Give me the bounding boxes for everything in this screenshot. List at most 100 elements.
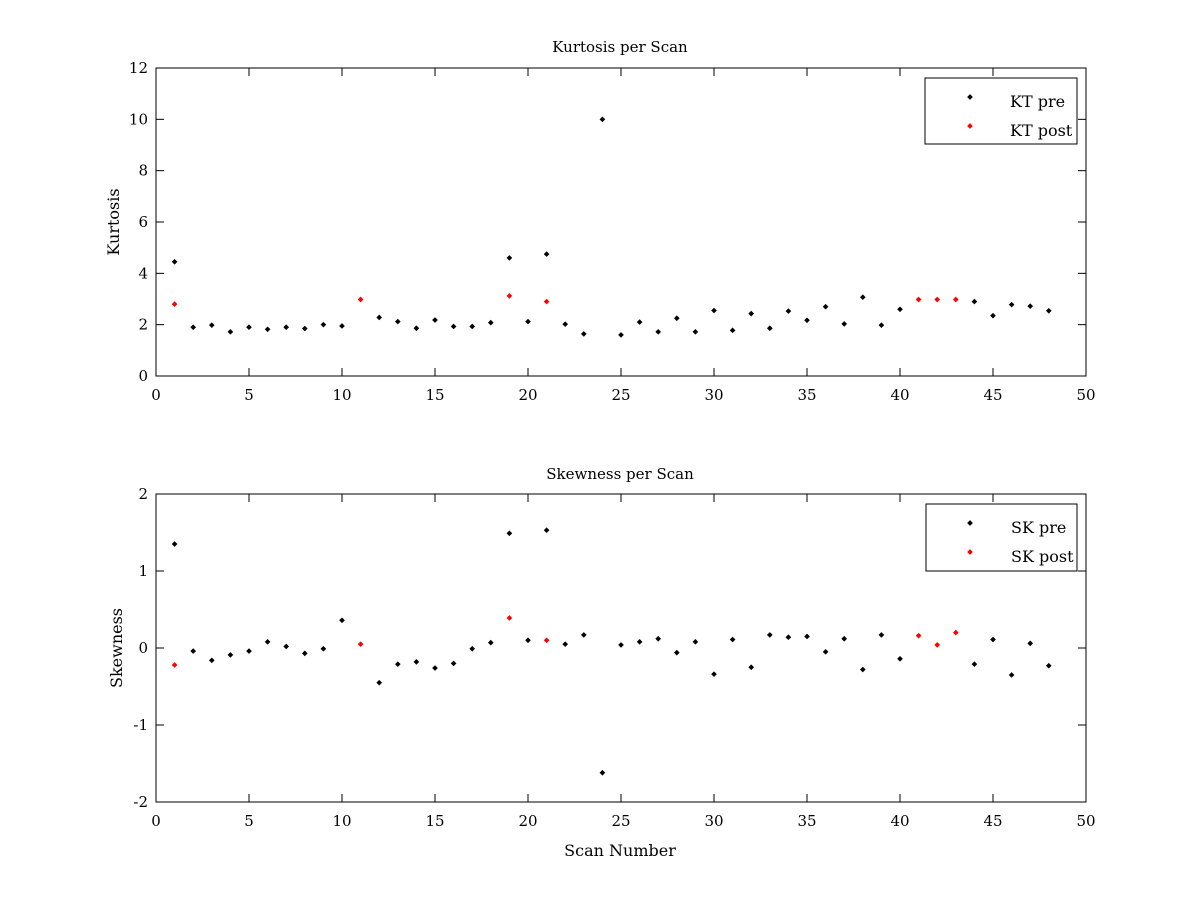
point-sk-pre bbox=[1008, 672, 1015, 678]
point-kt-pre bbox=[878, 322, 885, 329]
point-kt-pre bbox=[246, 324, 252, 331]
kurtosis-y-axis-label: Kurtosis bbox=[104, 188, 123, 255]
point-kt-post bbox=[357, 296, 364, 303]
kurtosis-plot-title: Kurtosis per Scan bbox=[552, 38, 688, 56]
point-kt-post bbox=[506, 293, 513, 299]
point-sk-post bbox=[543, 637, 550, 644]
point-kt-post bbox=[543, 298, 550, 305]
point-kt-pre bbox=[655, 329, 662, 335]
point-sk-pre bbox=[841, 635, 848, 642]
skewness-x-tick-label: 35 bbox=[797, 812, 816, 830]
skewness-legend-box bbox=[925, 503, 1078, 572]
point-sk-post bbox=[357, 641, 364, 647]
point-sk-pre bbox=[339, 617, 345, 624]
point-kt-pre bbox=[394, 318, 401, 325]
skewness-y-tick-label: 0 bbox=[138, 639, 148, 657]
point-kt-pre bbox=[729, 327, 736, 334]
point-kt-pre bbox=[562, 321, 569, 327]
point-sk-pre bbox=[692, 639, 699, 645]
kurtosis-points bbox=[171, 116, 1052, 338]
point-sk-pre bbox=[246, 648, 252, 654]
point-kt-pre bbox=[171, 258, 178, 265]
point-sk-pre bbox=[1027, 640, 1034, 647]
kurtosis-x-tick-label: 15 bbox=[425, 386, 444, 404]
point-sk-post bbox=[934, 642, 941, 648]
kurtosis-x-tick-label: 10 bbox=[332, 386, 351, 404]
point-sk-pre bbox=[171, 541, 178, 547]
point-sk-pre bbox=[264, 639, 271, 645]
skewness-legend: SK pre SK post bbox=[925, 503, 1078, 572]
point-sk-pre bbox=[432, 665, 438, 671]
skewness-x-tick-label: 10 bbox=[332, 812, 351, 830]
kurtosis-x-tick-label: 50 bbox=[1076, 386, 1095, 404]
x-axis-label: Scan Number bbox=[564, 841, 676, 860]
skewness-ticks: 0 5 10 15 20 25 30 35 40 45 50 -2 -1 0 1 2 bbox=[133, 485, 1095, 830]
point-kt-post bbox=[934, 296, 941, 303]
skewness-x-tick-label: 45 bbox=[983, 812, 1002, 830]
point-kt-pre bbox=[450, 323, 457, 330]
kurtosis-x-tick-label: 25 bbox=[611, 386, 630, 404]
kurtosis-legend: KT pre KT post bbox=[924, 77, 1078, 145]
point-kt-pre bbox=[1027, 303, 1034, 310]
point-sk-pre bbox=[320, 645, 327, 652]
point-kt-post bbox=[171, 301, 178, 307]
point-sk-pre bbox=[766, 632, 773, 638]
point-sk-pre bbox=[990, 636, 996, 643]
point-kt-pre bbox=[525, 318, 531, 325]
point-kt-pre bbox=[208, 322, 215, 329]
kurtosis-y-tick-label: 8 bbox=[138, 162, 148, 180]
point-sk-pre bbox=[859, 666, 866, 673]
kurtosis-ticks: 0 5 10 15 20 25 30 35 40 45 50 0 2 4 6 8 10 12 bbox=[129, 59, 1096, 404]
point-kt-pre bbox=[618, 332, 624, 338]
kurtosis-x-tick-label: 35 bbox=[797, 386, 816, 404]
point-kt-pre bbox=[841, 321, 848, 327]
point-kt-pre bbox=[822, 303, 829, 310]
point-kt-pre bbox=[227, 329, 234, 335]
point-sk-pre bbox=[469, 645, 476, 652]
point-sk-post bbox=[915, 632, 922, 639]
point-sk-pre bbox=[785, 634, 792, 641]
point-kt-pre bbox=[376, 314, 383, 321]
point-sk-pre bbox=[525, 637, 531, 644]
point-kt-pre bbox=[543, 251, 550, 257]
point-kt-pre bbox=[487, 319, 494, 326]
point-kt-pre bbox=[599, 116, 606, 123]
legend-label-kt-pre: KT pre bbox=[1010, 92, 1065, 111]
legend-marker-sk-post bbox=[967, 549, 973, 555]
kurtosis-x-tick-label: 40 bbox=[890, 386, 909, 404]
point-kt-pre bbox=[283, 324, 290, 331]
point-kt-pre bbox=[766, 325, 773, 332]
kurtosis-plot: Kurtosis per Scan 0 5 10 15 20 25 30 35 40 45 50 0 2… bbox=[104, 38, 1096, 404]
point-kt-pre bbox=[320, 321, 327, 328]
point-sk-post bbox=[506, 615, 513, 621]
point-kt-pre bbox=[971, 298, 978, 305]
point-kt-pre bbox=[711, 307, 717, 314]
point-sk-pre bbox=[208, 657, 215, 664]
skewness-plot-title: Skewness per Scan bbox=[546, 465, 694, 483]
kurtosis-y-tick-label: 12 bbox=[129, 59, 148, 77]
point-sk-pre bbox=[822, 649, 829, 655]
point-sk-pre bbox=[580, 632, 587, 638]
point-sk-pre bbox=[636, 639, 643, 645]
point-sk-pre bbox=[971, 661, 978, 667]
skewness-points bbox=[171, 527, 1052, 776]
legend-label-sk-post: SK post bbox=[1011, 547, 1074, 566]
skewness-y-tick-label: 1 bbox=[138, 562, 148, 580]
point-sk-pre bbox=[748, 664, 755, 671]
kurtosis-y-tick-label: 4 bbox=[138, 264, 148, 282]
point-kt-pre bbox=[636, 319, 643, 325]
point-sk-pre bbox=[599, 769, 606, 776]
point-sk-post bbox=[952, 629, 959, 636]
legend-marker-kt-pre bbox=[967, 94, 973, 100]
kurtosis-x-tick-label: 0 bbox=[151, 386, 161, 404]
skewness-y-axis-label: Skewness bbox=[107, 608, 126, 688]
point-kt-pre bbox=[1008, 301, 1015, 308]
point-kt-pre bbox=[859, 294, 866, 301]
point-sk-post bbox=[171, 662, 178, 668]
skewness-x-tick-label: 15 bbox=[425, 812, 444, 830]
point-sk-pre bbox=[729, 636, 736, 643]
point-kt-pre bbox=[339, 323, 345, 329]
kurtosis-legend-box bbox=[924, 77, 1078, 145]
kurtosis-x-tick-label: 5 bbox=[244, 386, 254, 404]
